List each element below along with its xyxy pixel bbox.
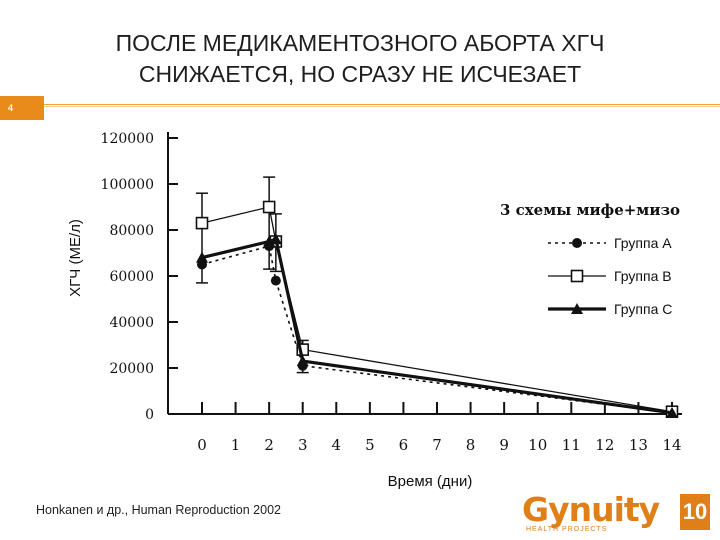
x-tick-label: 3 [298,436,308,454]
slide-number: 4 [0,96,44,120]
x-tick-label: 12 [595,436,614,454]
x-tick-label: 10 [528,436,547,454]
y-tick-label: 40000 [109,315,154,331]
source-citation: Honkanen и др., Human Reproduction 2002 [36,503,281,517]
legend-title: 3 схемы мифе+мизо [500,201,680,219]
y-tick-label: 60000 [109,269,154,285]
x-tick-label: 13 [629,436,648,454]
legend-swatch-marker [572,238,582,248]
slide-title: ПОСЛЕ МЕДИКАМЕНТОЗНОГО АБОРТА ХГЧ СНИЖАЕ… [0,28,720,90]
legend-entry: Группа С [614,301,672,317]
title-line-2: СНИЖАЕТСЯ, НО СРАЗУ НЕ ИСЧЕЗАЕТ [138,61,582,87]
data-point-triangle [269,233,282,245]
logo-wordmark: Gynuity [522,490,660,529]
data-point-circle [270,275,281,286]
chart-series [195,176,679,419]
data-point-triangle [196,251,208,263]
y-tick-label: 100000 [101,177,154,193]
data-point-square [262,200,276,214]
x-tick-label: 11 [562,436,581,454]
data-point-square [195,216,209,230]
x-tick-label: 0 [197,436,207,454]
legend-swatch-marker [570,269,584,283]
title-divider-shadow [44,106,720,107]
gynuity-logo: Gynuity HEALTH PROJECTS 10 [522,490,712,536]
y-tick-label: 120000 [101,131,154,147]
logo-subtext: HEALTH PROJECTS [526,526,608,533]
title-line-1: ПОСЛЕ МЕДИКАМЕНТОЗНОГО АБОРТА ХГЧ [115,30,605,56]
title-divider [44,104,720,105]
x-tick-label: 6 [399,436,409,454]
x-tick-label: 8 [466,436,476,454]
legend-entry: Группа А [614,235,672,251]
logo-anniversary-badge: 10 [680,494,710,530]
y-tick-label: 20000 [109,361,154,377]
y-tick-label: 80000 [109,223,154,239]
x-tick-label: 7 [432,436,442,454]
x-tick-label: 5 [365,436,375,454]
data-point-triangle [666,406,678,418]
x-tick-label: 4 [332,436,342,454]
data-point-triangle [296,355,309,367]
x-tick-label: 14 [662,436,681,454]
series-line-triangle [201,237,673,415]
x-tick-label: 1 [231,436,241,454]
chart-legend: 3 схемы мифе+мизо Группа А Группа В Группа … [500,201,680,317]
y-axis-label: ХГЧ (МЕ/л) [67,219,84,297]
legend-entry: Группа В [614,268,672,284]
y-tick-label: 0 [145,407,154,423]
legend-swatch-marker [571,303,583,314]
x-axis-label: Время (дни) [388,473,473,490]
x-tick-label: 2 [264,436,274,454]
x-tick-label: 9 [499,436,509,454]
